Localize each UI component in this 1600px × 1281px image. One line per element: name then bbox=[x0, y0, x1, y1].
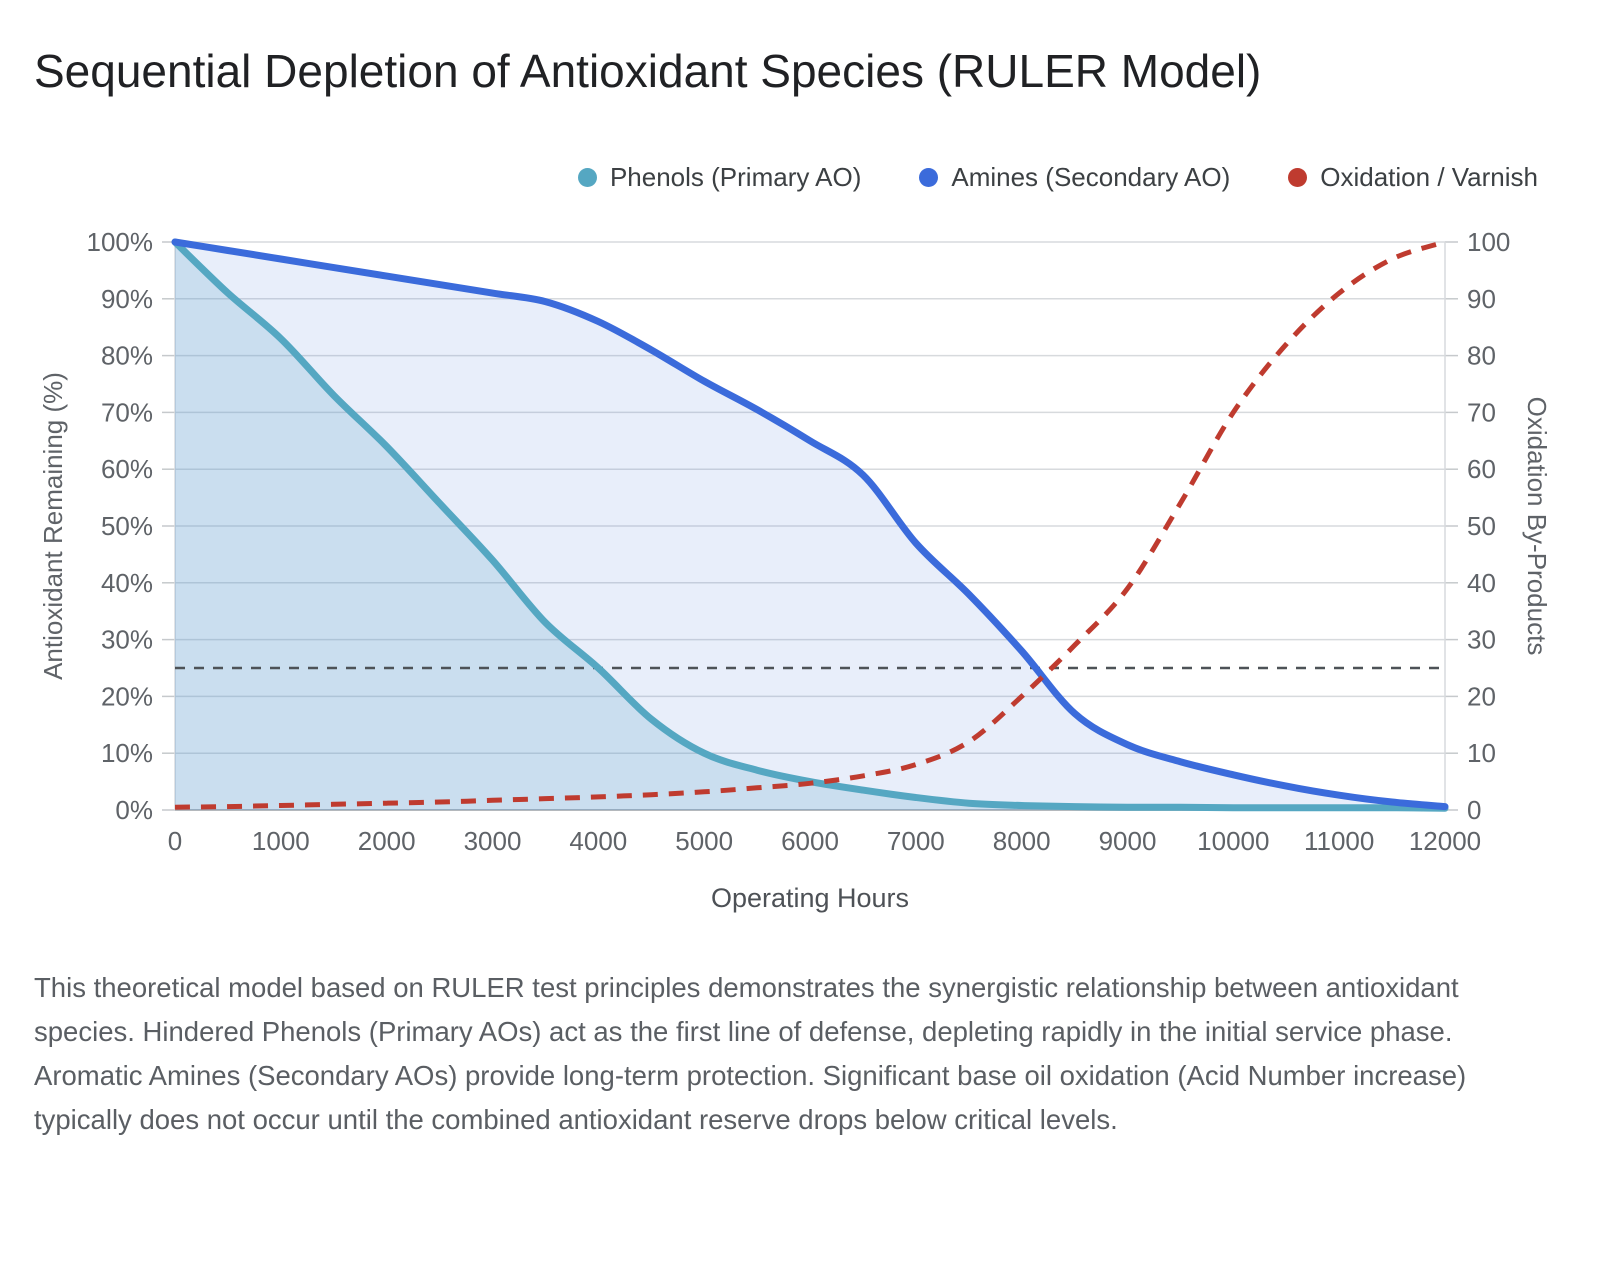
svg-text:0: 0 bbox=[168, 826, 182, 856]
svg-text:9000: 9000 bbox=[1099, 826, 1157, 856]
svg-text:12000: 12000 bbox=[1409, 826, 1481, 856]
svg-text:90%: 90% bbox=[101, 283, 153, 313]
svg-text:50: 50 bbox=[1467, 511, 1496, 541]
svg-text:20%: 20% bbox=[101, 681, 153, 711]
svg-text:60: 60 bbox=[1467, 454, 1496, 484]
page-title: Sequential Depletion of Antioxidant Spec… bbox=[34, 45, 1262, 97]
chart-legend: Phenols (Primary AO) Amines (Secondary A… bbox=[34, 161, 1566, 195]
chart-description: This theoretical model based on RULER te… bbox=[34, 971, 1467, 1135]
svg-text:0%: 0% bbox=[115, 795, 153, 825]
chart-area: 0% 0 10% 10 20% 20 30% 30 40% 40 50% 50 60% 60 70% 70 80… bbox=[34, 205, 1566, 940]
svg-text:5000: 5000 bbox=[675, 826, 733, 856]
svg-text:11000: 11000 bbox=[1304, 826, 1374, 856]
svg-text:90: 90 bbox=[1467, 283, 1496, 313]
svg-text:20: 20 bbox=[1467, 681, 1496, 711]
legend-label: Amines (Secondary AO) bbox=[951, 162, 1231, 193]
legend-label: Oxidation / Varnish bbox=[1320, 162, 1538, 193]
amines-swatch-icon bbox=[919, 168, 939, 188]
svg-text:30%: 30% bbox=[101, 624, 153, 654]
legend-label: Phenols (Primary AO) bbox=[609, 162, 862, 193]
legend-item-amines[interactable]: Amines (Secondary AO) bbox=[919, 162, 1230, 193]
svg-text:70%: 70% bbox=[101, 397, 153, 427]
legend-item-oxidation[interactable]: Oxidation / Varnish bbox=[1288, 162, 1538, 193]
legend-item-phenols[interactable]: Phenols (Primary AO) bbox=[577, 162, 862, 193]
svg-text:80%: 80% bbox=[101, 340, 153, 370]
svg-text:40: 40 bbox=[1467, 567, 1496, 597]
svg-text:8000: 8000 bbox=[993, 826, 1051, 856]
svg-text:Operating Hours: Operating Hours bbox=[711, 883, 909, 913]
svg-text:4000: 4000 bbox=[569, 826, 627, 856]
svg-text:Antioxidant Remaining (%): Antioxidant Remaining (%) bbox=[38, 372, 68, 680]
svg-text:0: 0 bbox=[1467, 795, 1481, 825]
svg-text:100: 100 bbox=[1467, 227, 1510, 257]
svg-text:100%: 100% bbox=[87, 227, 154, 257]
svg-text:40%: 40% bbox=[101, 567, 153, 597]
svg-text:6000: 6000 bbox=[781, 826, 839, 856]
svg-text:10: 10 bbox=[1467, 738, 1496, 768]
svg-text:80: 80 bbox=[1467, 340, 1496, 370]
svg-text:50%: 50% bbox=[101, 511, 153, 541]
svg-text:10000: 10000 bbox=[1197, 826, 1269, 856]
svg-text:7000: 7000 bbox=[887, 826, 945, 856]
svg-text:60%: 60% bbox=[101, 454, 153, 484]
svg-text:3000: 3000 bbox=[464, 826, 522, 856]
phenols-swatch-icon bbox=[577, 168, 597, 188]
svg-text:2000: 2000 bbox=[358, 826, 416, 856]
svg-text:30: 30 bbox=[1467, 624, 1496, 654]
svg-text:1000: 1000 bbox=[252, 826, 310, 856]
chart-page: Sequential Depletion of Antioxidant Spec… bbox=[34, 45, 1566, 1135]
svg-text:70: 70 bbox=[1467, 397, 1496, 427]
svg-text:Oxidation By-Products: Oxidation By-Products bbox=[1522, 396, 1552, 655]
svg-text:10%: 10% bbox=[101, 738, 153, 768]
oxidation-swatch-icon bbox=[1288, 168, 1308, 188]
chart-canvas: 0% 0 10% 10 20% 20 30% 30 40% 40 50% 50 60% 60 70% 70 80… bbox=[38, 227, 1552, 913]
